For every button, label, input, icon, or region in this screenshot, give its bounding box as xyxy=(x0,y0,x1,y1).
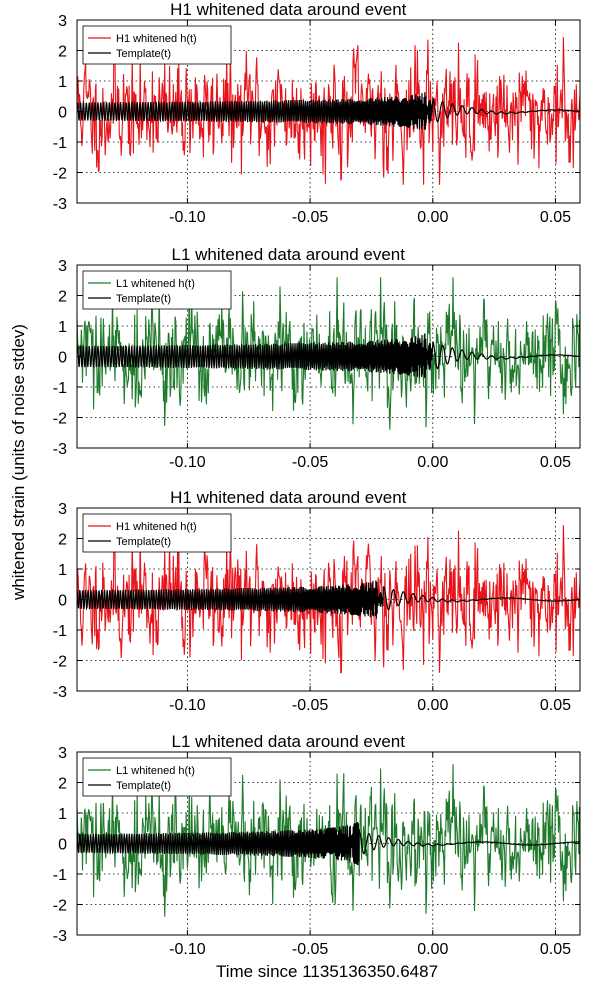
plot-area xyxy=(77,277,580,430)
y-tick-label: -3 xyxy=(53,928,67,945)
x-tick-label: 0.00 xyxy=(417,697,448,714)
y-tick-label: -2 xyxy=(53,898,67,915)
series-line-l1-whitened xyxy=(77,764,580,917)
chart-panel-4: -3 -2 -1 0 1 2 3 -0.10 -0.05 0.00 0.05 L1 whitened … xyxy=(53,732,581,958)
y-tick-label: -3 xyxy=(53,684,67,701)
y-tick-label: -2 xyxy=(53,411,67,428)
x-tick-label: -0.10 xyxy=(169,697,206,714)
series-line-l1-whitened xyxy=(77,277,580,430)
x-tick-label: 0.05 xyxy=(540,454,571,471)
legend-label: Template(t) xyxy=(116,293,171,305)
y-tick-label: 3 xyxy=(58,501,67,518)
y-tick-label: -1 xyxy=(53,135,67,152)
y-tick-label: 1 xyxy=(58,319,67,336)
x-tick-label: -0.10 xyxy=(169,941,206,958)
x-tick-label: -0.05 xyxy=(292,209,329,226)
y-tick-label: 2 xyxy=(58,289,67,306)
series-line-template xyxy=(77,333,580,378)
y-tick-label: -3 xyxy=(53,196,67,213)
y-tick-label: 1 xyxy=(58,806,67,823)
y-tick-label: 0 xyxy=(58,593,67,610)
legend-box xyxy=(82,25,232,65)
legend-label: L1 whitened h(t) xyxy=(116,765,195,777)
series-line-template xyxy=(77,92,580,130)
plot-area xyxy=(77,37,580,185)
x-tick-label: 0.00 xyxy=(417,941,448,958)
legend-box xyxy=(82,513,232,553)
y-tick-label: -1 xyxy=(53,867,67,884)
y-tick-label: 1 xyxy=(58,562,67,579)
chart-panel-2: -3 -2 -1 0 1 2 3 -0.10 -0.05 0.00 0.05 L1 whitened … xyxy=(53,245,581,471)
legend-box xyxy=(82,757,232,797)
legend: H1 whitened h(t) Template(t) xyxy=(82,25,232,65)
y-tick-label: 0 xyxy=(58,837,67,854)
series-line-template xyxy=(77,580,580,619)
x-tick-label: 0.05 xyxy=(540,697,571,714)
series-line-template xyxy=(77,821,580,866)
y-axis-label: whitened strain (units of noise stdev) xyxy=(9,324,28,601)
x-tick-label: -0.05 xyxy=(292,454,329,471)
panel-title: L1 whitened data around event xyxy=(172,245,406,264)
legend-label: H1 whitened h(t) xyxy=(116,33,197,45)
y-tick-label: 0 xyxy=(58,105,67,122)
legend-label: H1 whitened h(t) xyxy=(116,521,197,533)
legend-label: L1 whitened h(t) xyxy=(116,278,195,290)
x-tick-label: 0.00 xyxy=(417,454,448,471)
legend: H1 whitened h(t) Template(t) xyxy=(82,513,232,553)
x-axis-label: Time since 1135136350.6487 xyxy=(216,962,438,981)
x-tick-label: -0.10 xyxy=(169,454,206,471)
panel-title: L1 whitened data around event xyxy=(172,732,406,751)
y-tick-label: -2 xyxy=(53,166,67,183)
x-tick-label: 0.05 xyxy=(540,209,571,226)
x-tick-label: 0.00 xyxy=(417,209,448,226)
legend: L1 whitened h(t) Template(t) xyxy=(82,757,232,797)
y-tick-label: 2 xyxy=(58,44,67,61)
x-tick-label: -0.05 xyxy=(292,697,329,714)
y-tick-label: 3 xyxy=(58,258,67,275)
y-tick-label: -1 xyxy=(53,623,67,640)
y-tick-label: 2 xyxy=(58,776,67,793)
y-tick-label: 0 xyxy=(58,350,67,367)
legend-box xyxy=(82,270,232,310)
y-tick-label: 3 xyxy=(58,745,67,762)
legend-label: Template(t) xyxy=(116,48,171,60)
legend-label: Template(t) xyxy=(116,536,171,548)
plot-area xyxy=(77,525,580,674)
chart-panel-3: -3 -2 -1 0 1 2 3 -0.10 -0.05 0.00 0.05 H1 whitened … xyxy=(53,488,581,714)
chart-panel-1: -3 -2 -1 0 1 2 3 -0.10 -0.05 0.00 0.05 H1 whitened … xyxy=(53,0,581,226)
panel-title: H1 whitened data around event xyxy=(170,488,407,507)
y-tick-label: -3 xyxy=(53,441,67,458)
y-tick-label: 1 xyxy=(58,74,67,91)
x-tick-label: 0.05 xyxy=(540,941,571,958)
y-tick-label: -2 xyxy=(53,654,67,671)
x-tick-label: -0.05 xyxy=(292,941,329,958)
x-tick-label: -0.10 xyxy=(169,209,206,226)
y-tick-label: 2 xyxy=(58,532,67,549)
y-tick-label: -1 xyxy=(53,380,67,397)
legend-label: Template(t) xyxy=(116,780,171,792)
panel-title: H1 whitened data around event xyxy=(170,0,407,19)
plot-area xyxy=(77,764,580,917)
legend: L1 whitened h(t) Template(t) xyxy=(82,270,232,310)
y-tick-label: 3 xyxy=(58,13,67,30)
